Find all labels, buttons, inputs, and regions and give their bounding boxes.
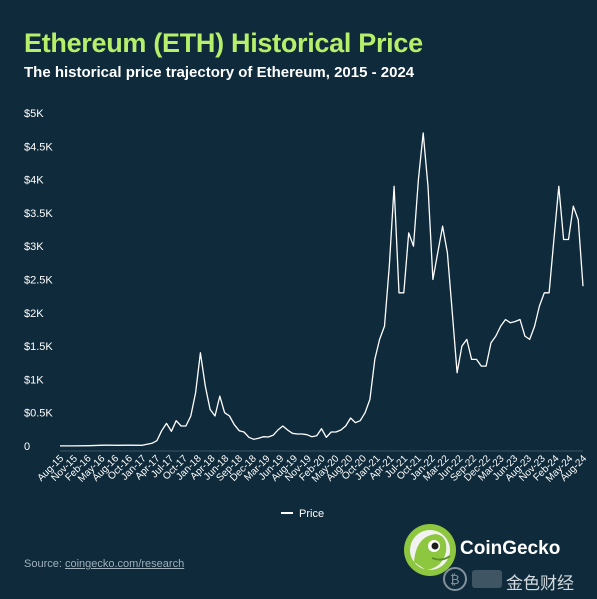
y-tick-label: $1.5K xyxy=(24,341,53,353)
y-tick-label: $4K xyxy=(24,175,44,187)
watermark: ₿ 金色财经 xyxy=(442,566,592,593)
series-line-price xyxy=(60,132,584,447)
y-tick-label: $3K xyxy=(24,241,44,253)
svg-text:₿: ₿ xyxy=(450,573,460,588)
watermark-text: 金色财经 xyxy=(506,574,574,593)
x-axis: Aug-15Nov-15Feb-16May-16Aug-16Oct-16Jan-… xyxy=(36,450,589,485)
y-tick-label: $3.5K xyxy=(24,208,53,220)
y-tick-label: $2K xyxy=(24,308,44,320)
y-tick-label: $1K xyxy=(24,374,44,386)
source-link[interactable]: coingecko.com/research xyxy=(64,558,185,570)
legend: Price xyxy=(281,508,324,520)
y-tick-label: 0 xyxy=(24,441,30,453)
coingecko-logo: CoinGecko xyxy=(402,522,592,578)
plot-area xyxy=(60,132,584,447)
gecko-icon xyxy=(404,524,456,576)
y-tick-label: $5K xyxy=(24,108,44,120)
brand-name: CoinGecko xyxy=(460,538,561,559)
watermark-icon: ₿ xyxy=(443,567,502,591)
y-tick-label: $4.5K xyxy=(24,141,53,153)
source-label: Source: xyxy=(24,558,65,570)
source-note: Source: coingecko.com/research xyxy=(24,558,184,570)
chart-title: Ethereum (ETH) Historical Price xyxy=(24,28,423,58)
y-axis: 0 $0.5K $1K $1.5K $2K $2.5K $3K $3.5K $4K $4.5K $5… xyxy=(24,108,53,453)
chart-subtitle: The historical price trajectory of Ether… xyxy=(24,64,415,81)
y-tick-label: $0.5K xyxy=(24,408,53,420)
y-tick-label: $2.5K xyxy=(24,275,53,287)
legend-label-price: Price xyxy=(299,508,324,520)
